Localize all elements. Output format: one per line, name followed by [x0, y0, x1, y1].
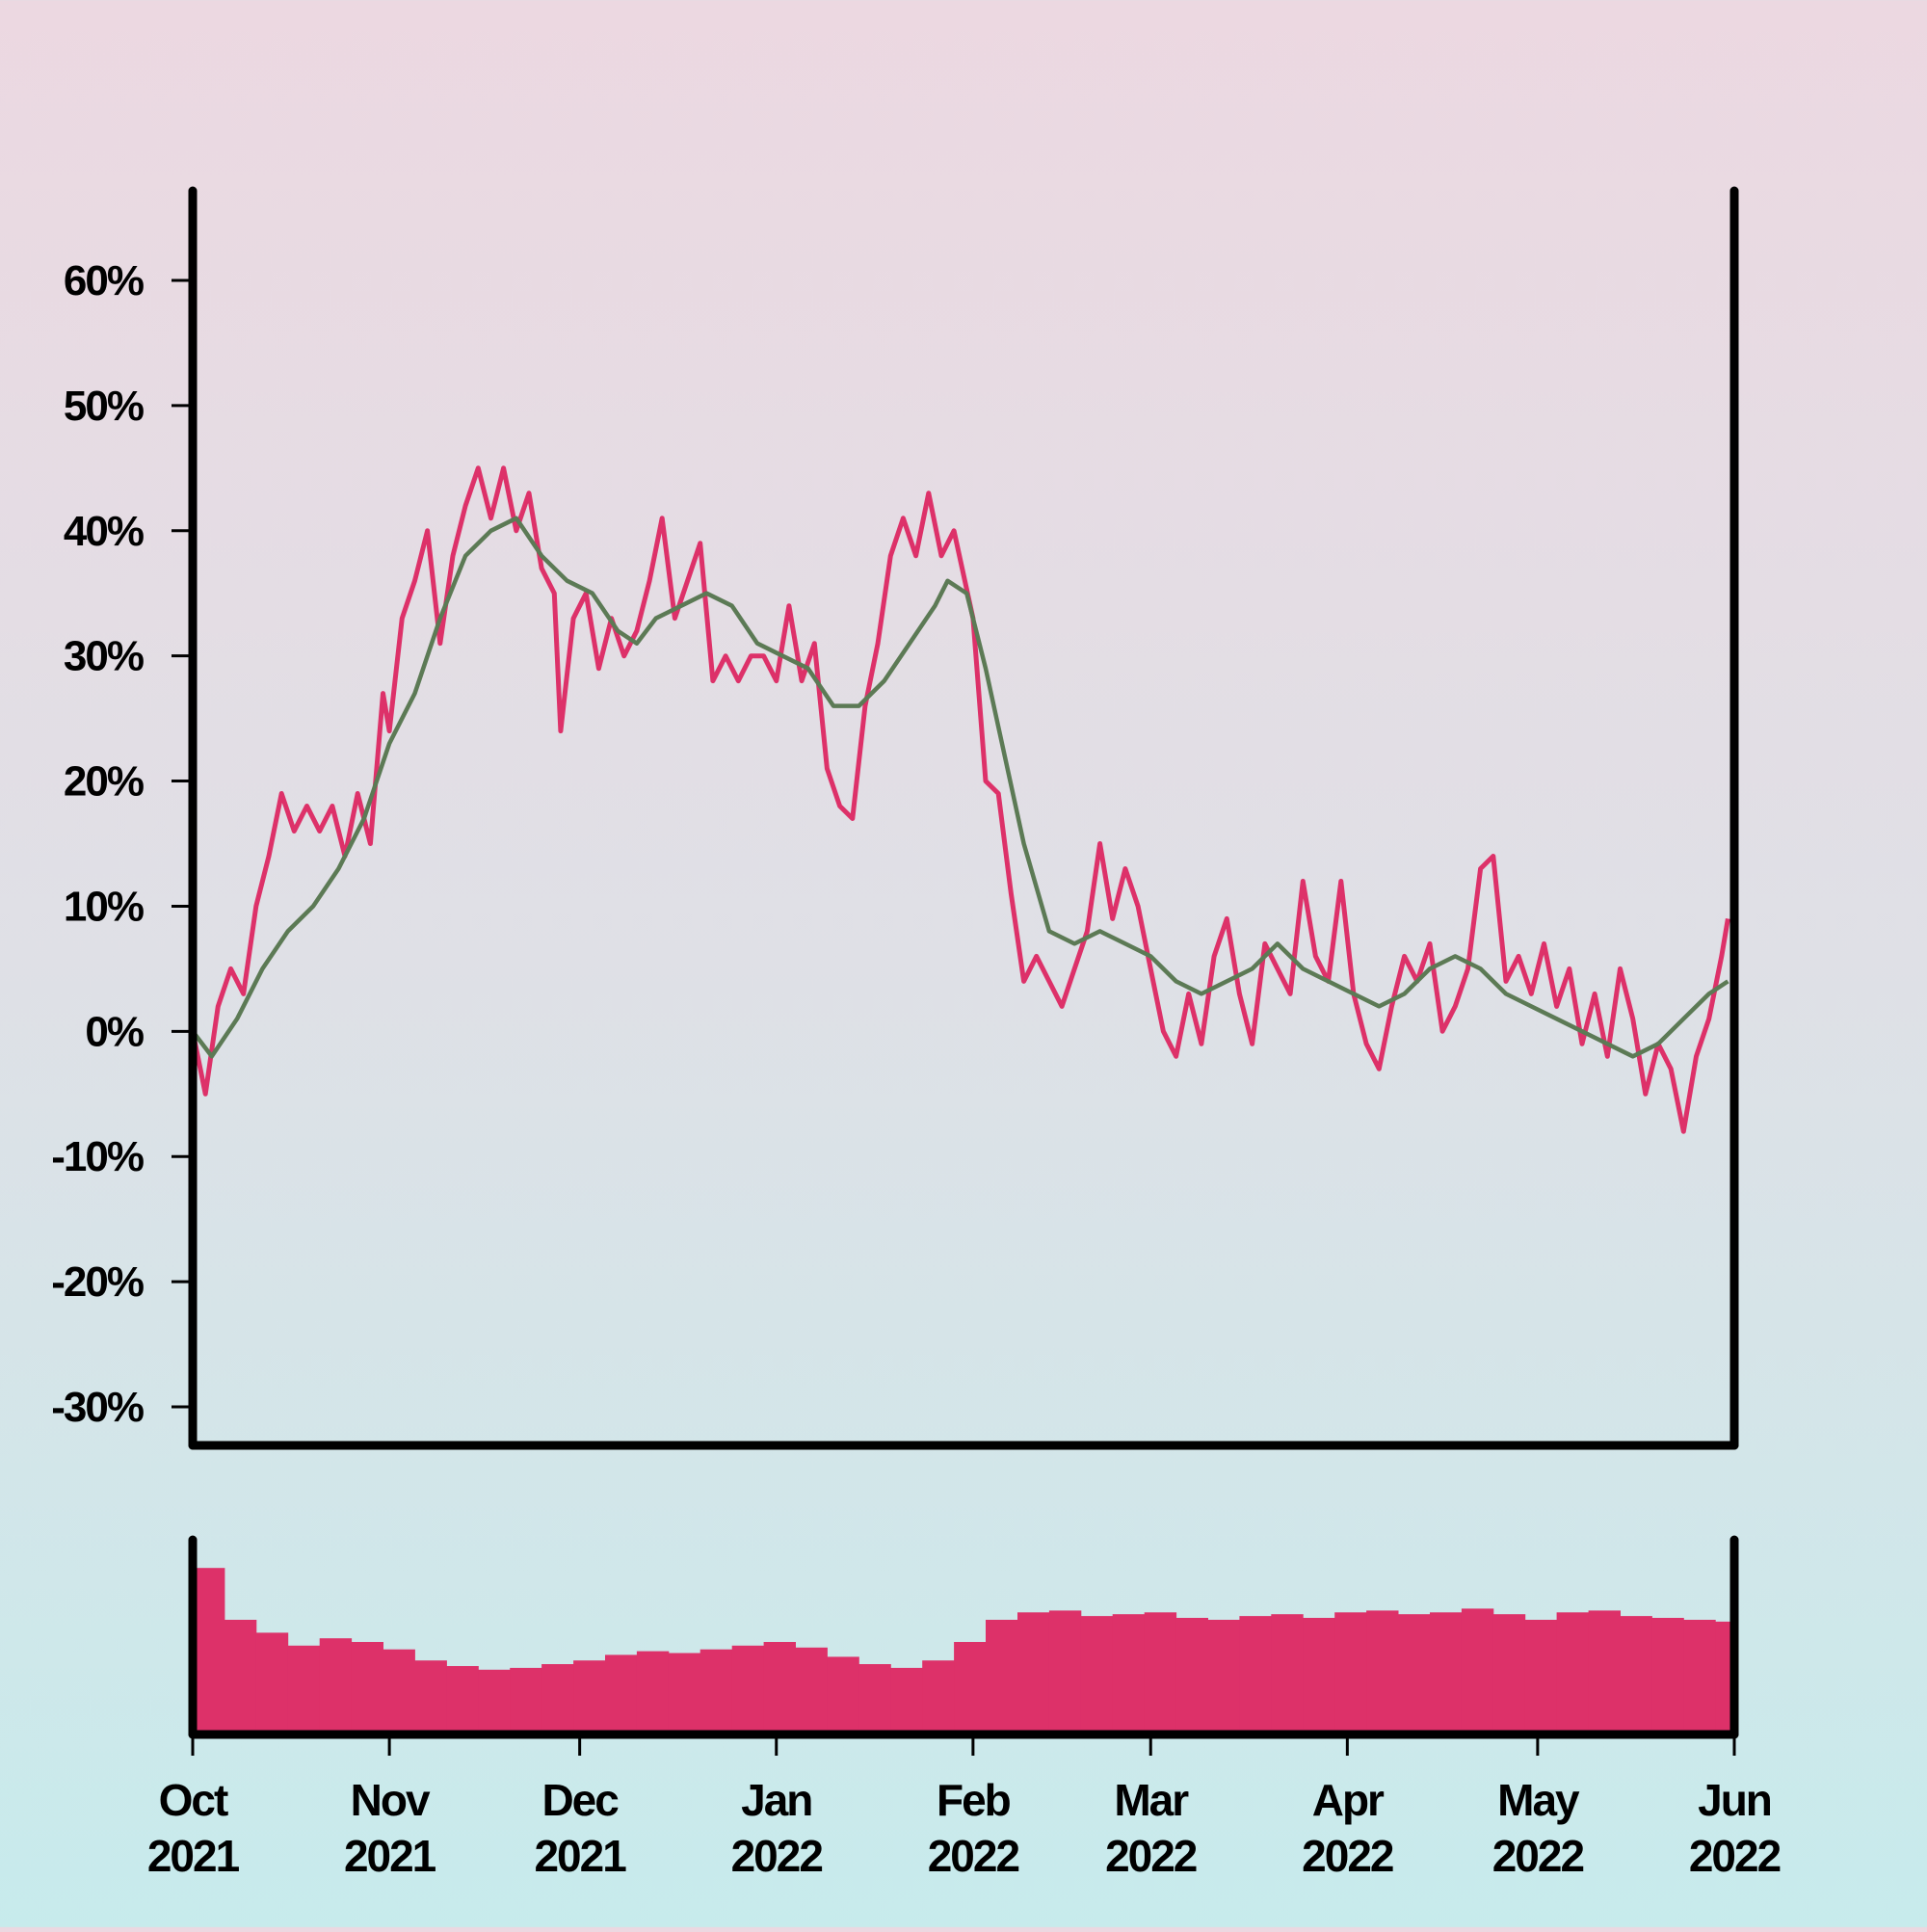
volume-bar [1239, 1616, 1272, 1734]
x-tick-year-label: 2021 [534, 1831, 626, 1881]
volume-bar [1620, 1616, 1652, 1734]
volume-bar [700, 1649, 733, 1734]
volume-bar [1588, 1610, 1621, 1734]
x-tick-year-label: 2021 [147, 1831, 240, 1881]
volume-bar [255, 1632, 289, 1734]
volume-bar [383, 1649, 415, 1734]
volume-bar [763, 1642, 796, 1734]
volume-bar [858, 1664, 891, 1734]
volume-bar [954, 1642, 987, 1734]
volume-bar [478, 1669, 511, 1734]
volume-bar [922, 1660, 955, 1734]
volume-bar [1048, 1610, 1082, 1734]
volume-bar [287, 1645, 321, 1734]
x-tick-month-label: Jun [1698, 1775, 1771, 1825]
volume-bar [668, 1653, 701, 1734]
x-tick-year-label: 2022 [1302, 1831, 1393, 1881]
volume-bar [1017, 1612, 1050, 1734]
y-tick-label: -30% [51, 1384, 144, 1431]
volume-bar [1144, 1612, 1177, 1734]
volume-panel [188, 1535, 1739, 1739]
x-tick-year-label: 2022 [1492, 1831, 1584, 1881]
volume-bar [319, 1638, 353, 1734]
x-tick-month-label: Mar [1114, 1775, 1189, 1825]
volume-bar [193, 1568, 225, 1734]
volume-bar [1461, 1608, 1494, 1734]
volume-bar [224, 1620, 257, 1734]
volume-bar [1303, 1618, 1335, 1734]
volume-bar [1334, 1612, 1367, 1734]
y-tick-label: 20% [64, 758, 144, 806]
volume-bar [510, 1667, 542, 1734]
volume-bar [573, 1660, 606, 1734]
x-tick-month-label: Apr [1312, 1775, 1385, 1825]
volume-bar [890, 1667, 923, 1734]
volume-bar [1366, 1610, 1399, 1734]
volume-bar [1715, 1621, 1735, 1734]
volume-bar [446, 1666, 479, 1734]
volume-bar [731, 1645, 765, 1734]
volume-bar [1112, 1614, 1146, 1734]
x-tick-year-label: 2022 [928, 1831, 1019, 1881]
x-tick-month-label: Feb [937, 1775, 1011, 1825]
x-tick-month-label: May [1497, 1775, 1580, 1825]
x-tick-year-label: 2021 [344, 1831, 436, 1881]
x-axis: Oct 2021 Nov 2021 Dec 2021 Jan 2022 Feb 2022 Mar 20… [147, 1734, 1782, 1881]
x-tick-month-label: Nov [351, 1775, 431, 1825]
volume-bar [351, 1642, 383, 1734]
x-tick-month-label: Dec [541, 1775, 619, 1825]
y-tick-label: -10% [51, 1133, 144, 1180]
volume-bar [1398, 1614, 1431, 1734]
x-tick-month-label: Oct [159, 1775, 228, 1825]
x-tick-year-label: 2022 [1689, 1831, 1781, 1881]
volume-bar [1651, 1618, 1684, 1734]
volume-bar [827, 1656, 859, 1734]
y-tick-label: 30% [64, 633, 144, 680]
y-tick-label: 60% [64, 257, 144, 304]
volume-bar [605, 1654, 638, 1734]
x-tick-month-label: Jan [741, 1775, 811, 1825]
volume-bar [1430, 1612, 1463, 1734]
volume-bar [1556, 1612, 1589, 1734]
volume-bar [1207, 1620, 1240, 1734]
volume-bar [1271, 1614, 1304, 1734]
y-tick-label: 10% [64, 883, 144, 930]
volume-bar [541, 1664, 574, 1734]
volume-bar [1683, 1620, 1716, 1734]
y-tick-label: 0% [85, 1008, 143, 1055]
y-tick-label: 50% [64, 383, 144, 430]
volume-bar [1080, 1616, 1114, 1734]
price-line [190, 465, 1730, 1134]
x-tick-year-label: 2022 [1105, 1831, 1197, 1881]
volume-bar [986, 1620, 1018, 1734]
volume-bar [795, 1647, 828, 1734]
x-tick-year-label: 2022 [731, 1831, 823, 1881]
volume-bar [414, 1660, 447, 1734]
volume-bar [636, 1651, 670, 1734]
moving-average-line [191, 516, 1729, 1059]
price-panel: 60% 50% 40% 30% 20% 10% 0% -10% -20% -30% [51, 186, 1739, 1450]
volume-bar [1492, 1614, 1526, 1734]
volume-bar [1524, 1620, 1558, 1734]
volume-bar [1175, 1618, 1208, 1734]
y-tick-label: 40% [64, 508, 144, 555]
y-tick-label: -20% [51, 1258, 144, 1306]
